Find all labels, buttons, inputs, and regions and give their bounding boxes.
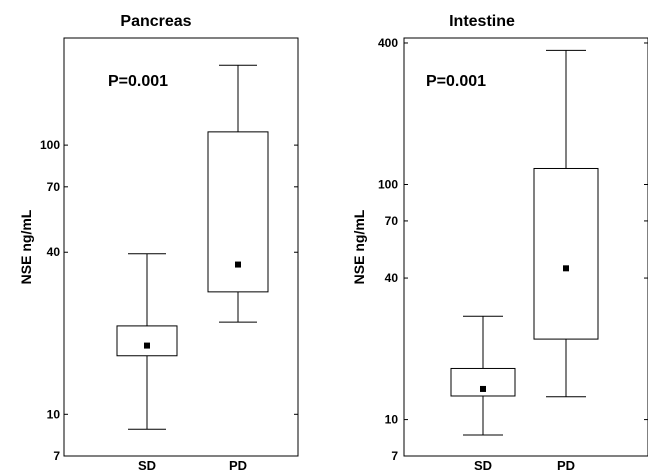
iqr-box bbox=[116, 325, 178, 357]
panel-title: Intestine bbox=[449, 13, 515, 30]
box-marks bbox=[116, 64, 269, 430]
mean-marker bbox=[235, 261, 241, 268]
panel-pancreas: Pancreas P=0.001 NSE ng/mL 7 10 40 70 100 SD… bbox=[18, 13, 299, 473]
mean-marker bbox=[563, 265, 569, 272]
y-axis-label: NSE ng/mL bbox=[351, 209, 367, 284]
box-marks bbox=[450, 49, 599, 436]
y-tick-label: 40 bbox=[385, 271, 399, 285]
x-tick-label-pd: PD bbox=[229, 458, 247, 473]
plot-frame bbox=[63, 37, 299, 457]
x-tick-label-pd: PD bbox=[557, 458, 575, 473]
mean-marker bbox=[144, 342, 150, 349]
y-tick-label: 10 bbox=[385, 413, 399, 427]
box-sd bbox=[450, 315, 516, 436]
p-value-annotation: P=0.001 bbox=[108, 73, 168, 90]
box-sd bbox=[116, 253, 178, 430]
iqr-box bbox=[450, 367, 516, 397]
y-tick-label: 7 bbox=[53, 449, 60, 463]
mean-marker bbox=[480, 385, 486, 392]
iqr-box bbox=[207, 131, 269, 293]
p-value-annotation: P=0.001 bbox=[426, 73, 486, 90]
y-tick-label: 7 bbox=[391, 449, 398, 463]
y-tick-label: 40 bbox=[47, 245, 61, 259]
y-tick-label: 10 bbox=[47, 407, 61, 421]
y-tick-label: 70 bbox=[385, 214, 399, 228]
x-tick-label-sd: SD bbox=[138, 458, 156, 473]
panel-intestine: Intestine P=0.001 NSE ng/mL 7 10 40 70 100 40… bbox=[351, 13, 648, 473]
y-tick-label: 400 bbox=[378, 36, 398, 50]
y-ticks: 7 10 40 70 100 400 bbox=[378, 36, 648, 463]
y-tick-label: 70 bbox=[47, 180, 61, 194]
x-tick-label-sd: SD bbox=[474, 458, 492, 473]
iqr-box bbox=[533, 167, 599, 340]
plot-frame bbox=[403, 37, 648, 457]
panel-title: Pancreas bbox=[120, 13, 191, 30]
y-axis-label: NSE ng/mL bbox=[18, 209, 34, 284]
y-tick-label: 100 bbox=[40, 138, 60, 152]
y-tick-label: 100 bbox=[378, 178, 398, 192]
y-ticks: 7 10 40 70 100 bbox=[40, 138, 298, 463]
box-pd bbox=[533, 49, 599, 398]
box-pd bbox=[207, 64, 269, 323]
